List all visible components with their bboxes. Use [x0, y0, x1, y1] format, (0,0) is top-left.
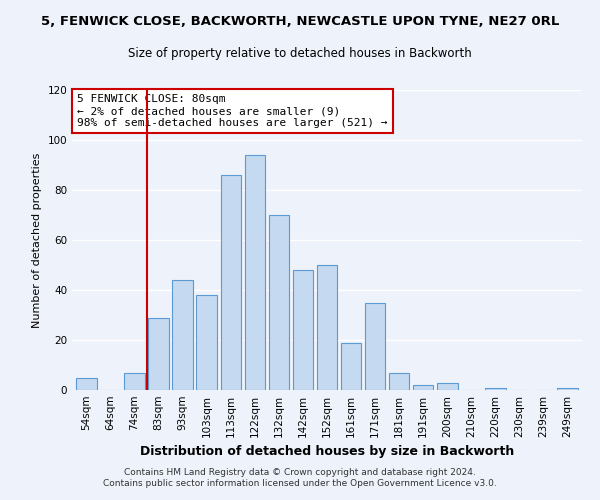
Bar [413, 385, 433, 390]
X-axis label: Distribution of detached houses by size in Backworth: Distribution of detached houses by size … [140, 446, 514, 458]
Bar [196, 295, 217, 390]
Text: Size of property relative to detached houses in Backworth: Size of property relative to detached ho… [128, 48, 472, 60]
Bar [124, 372, 145, 390]
Bar [485, 388, 506, 390]
Bar [269, 215, 289, 390]
Bar [245, 155, 265, 390]
Bar [221, 175, 241, 390]
Bar [437, 382, 458, 390]
Bar [365, 302, 385, 390]
Bar [76, 378, 97, 390]
Text: 5, FENWICK CLOSE, BACKWORTH, NEWCASTLE UPON TYNE, NE27 0RL: 5, FENWICK CLOSE, BACKWORTH, NEWCASTLE U… [41, 15, 559, 28]
Text: 5 FENWICK CLOSE: 80sqm
← 2% of detached houses are smaller (9)
98% of semi-detac: 5 FENWICK CLOSE: 80sqm ← 2% of detached … [77, 94, 388, 128]
Bar [389, 372, 409, 390]
Y-axis label: Number of detached properties: Number of detached properties [32, 152, 42, 328]
Bar [148, 318, 169, 390]
Bar [317, 265, 337, 390]
Bar [172, 280, 193, 390]
Text: Contains HM Land Registry data © Crown copyright and database right 2024.
Contai: Contains HM Land Registry data © Crown c… [103, 468, 497, 487]
Bar [557, 388, 578, 390]
Bar [341, 342, 361, 390]
Bar [293, 270, 313, 390]
